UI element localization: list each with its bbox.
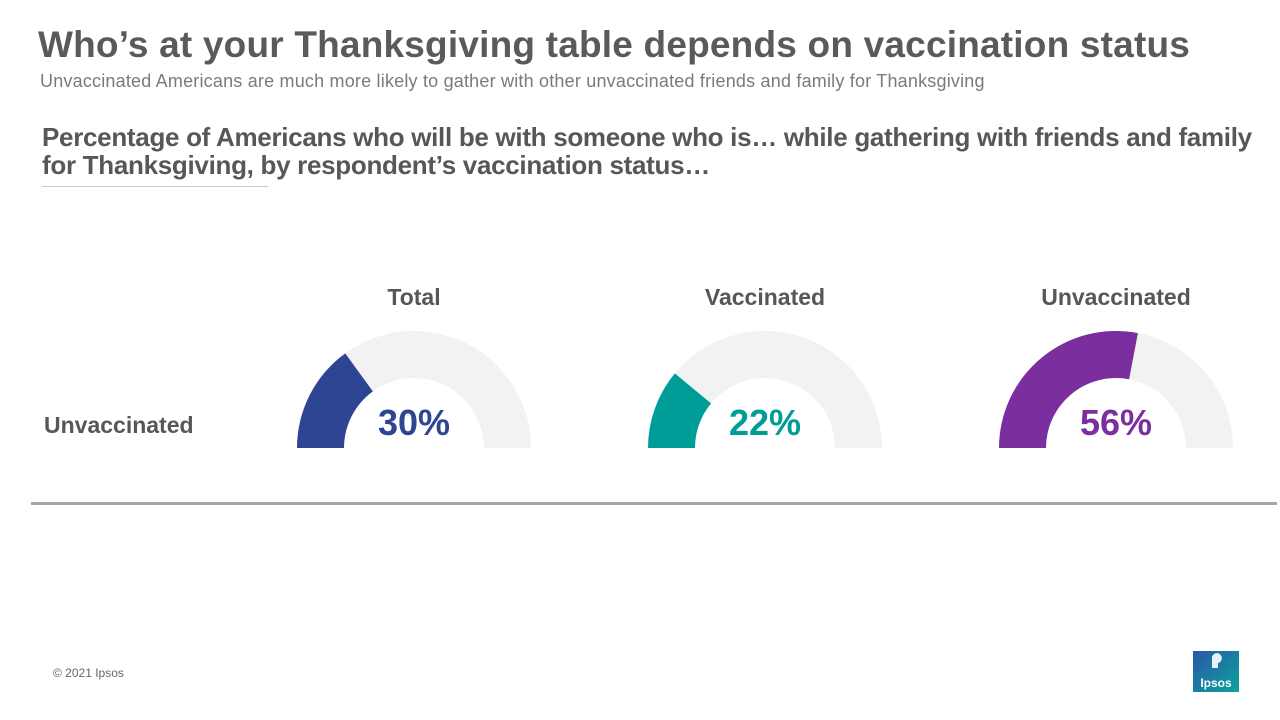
logo-text: Ipsos [1200, 676, 1232, 690]
gauge-title: Total [387, 284, 441, 310]
gauge-title: Unvaccinated [1041, 284, 1191, 310]
gauge-arc [999, 331, 1138, 448]
logo-mark-icon [1212, 653, 1222, 668]
gauge-value: 30% [377, 402, 451, 443]
gauge-chart [648, 331, 882, 448]
gauge-track [297, 331, 531, 448]
question-text: Percentage of Americans who will be with… [42, 122, 1252, 180]
slide-subtitle: Unvaccinated Americans are much more lik… [40, 71, 985, 91]
row-label: Unvaccinated [44, 412, 194, 438]
gauge-chart [999, 331, 1233, 448]
gauge-vaccinated: Vaccinated 22% [645, 284, 885, 454]
gauge-chart [297, 331, 531, 448]
gauge-value: 56% [1079, 402, 1153, 443]
gauge-track [648, 331, 882, 448]
section-divider [31, 502, 1277, 505]
gauge-arc [648, 373, 712, 448]
ipsos-logo: Ipsos [1193, 651, 1239, 692]
gauge-total: Total 30% [294, 284, 534, 454]
gauge-arc [297, 353, 373, 448]
gauge-unvaccinated: Unvaccinated 56% [996, 284, 1236, 454]
slide-title: Who’s at your Thanksgiving table depends… [38, 24, 1191, 65]
copyright-text: © 2021 Ipsos [53, 666, 124, 680]
question-underline [42, 186, 268, 187]
gauge-title: Vaccinated [704, 284, 826, 310]
gauge-value: 22% [728, 402, 802, 443]
